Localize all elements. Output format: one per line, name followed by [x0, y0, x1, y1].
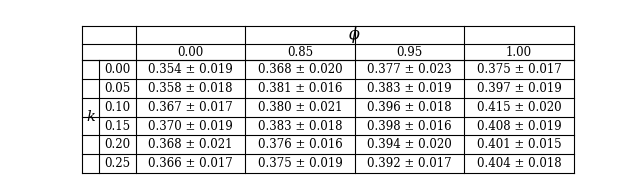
Text: 0.376 ± 0.016: 0.376 ± 0.016	[258, 138, 342, 151]
Text: 0.415 ± 0.020: 0.415 ± 0.020	[477, 101, 561, 114]
Text: 0.15: 0.15	[104, 120, 131, 132]
Text: 0.375 ± 0.017: 0.375 ± 0.017	[477, 63, 561, 76]
Text: 0.354 ± 0.019: 0.354 ± 0.019	[148, 63, 233, 76]
Text: 0.394 ± 0.020: 0.394 ± 0.020	[367, 138, 452, 151]
Text: 0.00: 0.00	[177, 45, 204, 59]
Text: 0.396 ± 0.018: 0.396 ± 0.018	[367, 101, 452, 114]
Text: 0.00: 0.00	[104, 63, 131, 76]
Text: 0.404 ± 0.018: 0.404 ± 0.018	[477, 157, 561, 170]
Text: 0.20: 0.20	[104, 138, 131, 151]
Text: 0.366 ± 0.017: 0.366 ± 0.017	[148, 157, 233, 170]
Text: 0.368 ± 0.020: 0.368 ± 0.020	[258, 63, 342, 76]
Text: $\phi$: $\phi$	[348, 24, 361, 45]
Text: 0.401 ± 0.015: 0.401 ± 0.015	[477, 138, 561, 151]
Text: 0.368 ± 0.021: 0.368 ± 0.021	[148, 138, 233, 151]
Text: 0.377 ± 0.023: 0.377 ± 0.023	[367, 63, 452, 76]
Text: 0.380 ± 0.021: 0.380 ± 0.021	[258, 101, 342, 114]
Text: 0.05: 0.05	[104, 82, 131, 95]
Text: 1.00: 1.00	[506, 45, 532, 59]
Text: 0.370 ± 0.019: 0.370 ± 0.019	[148, 120, 233, 132]
Text: 0.392 ± 0.017: 0.392 ± 0.017	[367, 157, 452, 170]
Text: 0.358 ± 0.018: 0.358 ± 0.018	[148, 82, 233, 95]
Text: 0.375 ± 0.019: 0.375 ± 0.019	[258, 157, 342, 170]
Text: 0.381 ± 0.016: 0.381 ± 0.016	[258, 82, 342, 95]
Text: 0.398 ± 0.016: 0.398 ± 0.016	[367, 120, 452, 132]
Text: 0.397 ± 0.019: 0.397 ± 0.019	[477, 82, 561, 95]
Text: 0.85: 0.85	[287, 45, 313, 59]
Text: 0.383 ± 0.019: 0.383 ± 0.019	[367, 82, 452, 95]
Text: $k$: $k$	[86, 109, 96, 124]
Text: 0.10: 0.10	[104, 101, 131, 114]
Text: 0.25: 0.25	[104, 157, 131, 170]
Text: 0.408 ± 0.019: 0.408 ± 0.019	[477, 120, 561, 132]
Text: 0.95: 0.95	[396, 45, 422, 59]
Text: 0.367 ± 0.017: 0.367 ± 0.017	[148, 101, 233, 114]
Text: 0.383 ± 0.018: 0.383 ± 0.018	[258, 120, 342, 132]
